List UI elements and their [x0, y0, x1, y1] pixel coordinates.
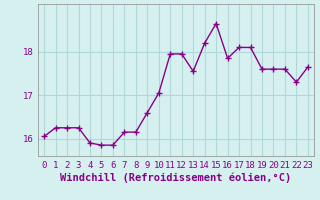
X-axis label: Windchill (Refroidissement éolien,°C): Windchill (Refroidissement éolien,°C) [60, 173, 292, 183]
